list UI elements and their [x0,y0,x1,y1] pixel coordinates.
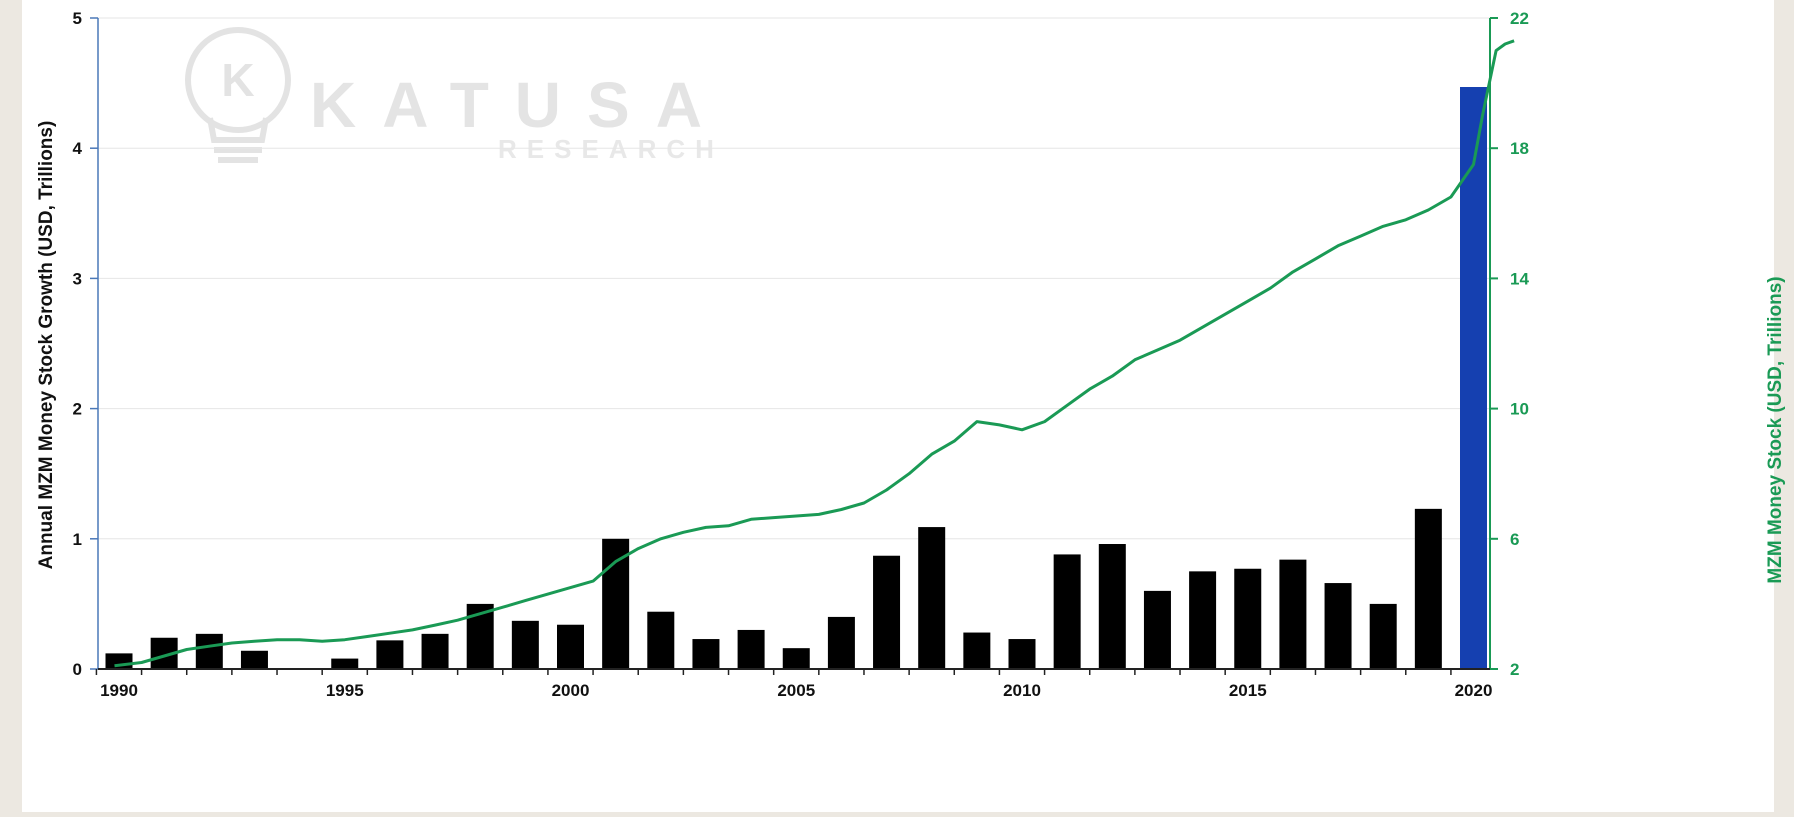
bar-1996 [376,640,404,669]
right-tick-label: 2 [1510,660,1519,679]
x-tick-label: 2020 [1455,681,1493,700]
x-tick-label: 2010 [1003,681,1041,700]
bar-1999 [511,620,539,669]
axes [97,18,1491,670]
x-axis-ticks: 1990 1995 2000 2005 2010 2015 2020 [95,669,1493,700]
right-tick-label: 18 [1510,139,1529,158]
watermark-text: KATUSA [310,69,728,141]
x-tick-label: 1990 [100,681,138,700]
svg-text:K: K [221,54,254,106]
bar-2005 [782,648,810,669]
bar-2010 [1008,639,1036,669]
bar-1993 [240,650,268,669]
bar-2000 [557,624,584,669]
right-axis-title: MZM Money Stock (USD, Trillions) [1765,276,1786,583]
bar-2012 [1098,544,1126,669]
bar-2018 [1369,603,1397,669]
bar-2019 [1414,508,1442,669]
x-tick-label: 2015 [1229,681,1267,700]
bar-2004 [737,629,765,669]
x-tick-label: 2000 [552,681,590,700]
left-tick-label: 5 [73,9,82,28]
bar-2006 [827,616,855,669]
bar-2017 [1324,583,1352,669]
bar-2002 [647,611,675,669]
left-tick-label: 1 [73,530,82,549]
bar-2013 [1143,590,1171,669]
left-tick-label: 0 [73,660,82,679]
watermark: K KATUSA RESEARCH [185,27,728,164]
bar-1992 [195,633,223,669]
lightbulb-logo-icon: K [185,27,291,163]
bar-2015 [1234,568,1262,669]
bar-2016 [1279,559,1307,669]
left-tick-label: 4 [73,139,83,158]
left-tick-label: 2 [73,400,82,419]
x-tick-label: 1995 [326,681,364,700]
watermark-subtext: RESEARCH [498,134,724,164]
bar-2001 [602,538,630,669]
x-tick-label: 2005 [777,681,815,700]
bar-2011 [1053,554,1081,669]
right-tick-label: 14 [1510,269,1529,288]
bar-2003 [692,639,720,669]
left-tick-label: 3 [73,269,82,288]
mzm-stock-line [114,39,1515,668]
left-axis-title: Annual MZM Money Stock Growth (USD, Tril… [36,121,57,570]
gridlines [98,17,1490,540]
line-series [114,39,1515,668]
right-axis-ticks: 2 6 10 14 18 22 [1490,9,1529,679]
bar-1995 [331,658,359,669]
bar-highlight-2020 [1460,87,1487,670]
bar-2014 [1189,571,1217,669]
bar-2008 [918,527,946,669]
right-tick-label: 6 [1510,530,1519,549]
right-tick-label: 10 [1510,400,1529,419]
bar-1997 [421,633,449,669]
bar-2009 [963,632,991,669]
right-tick-label: 22 [1510,9,1529,28]
bar-2007 [873,555,901,669]
